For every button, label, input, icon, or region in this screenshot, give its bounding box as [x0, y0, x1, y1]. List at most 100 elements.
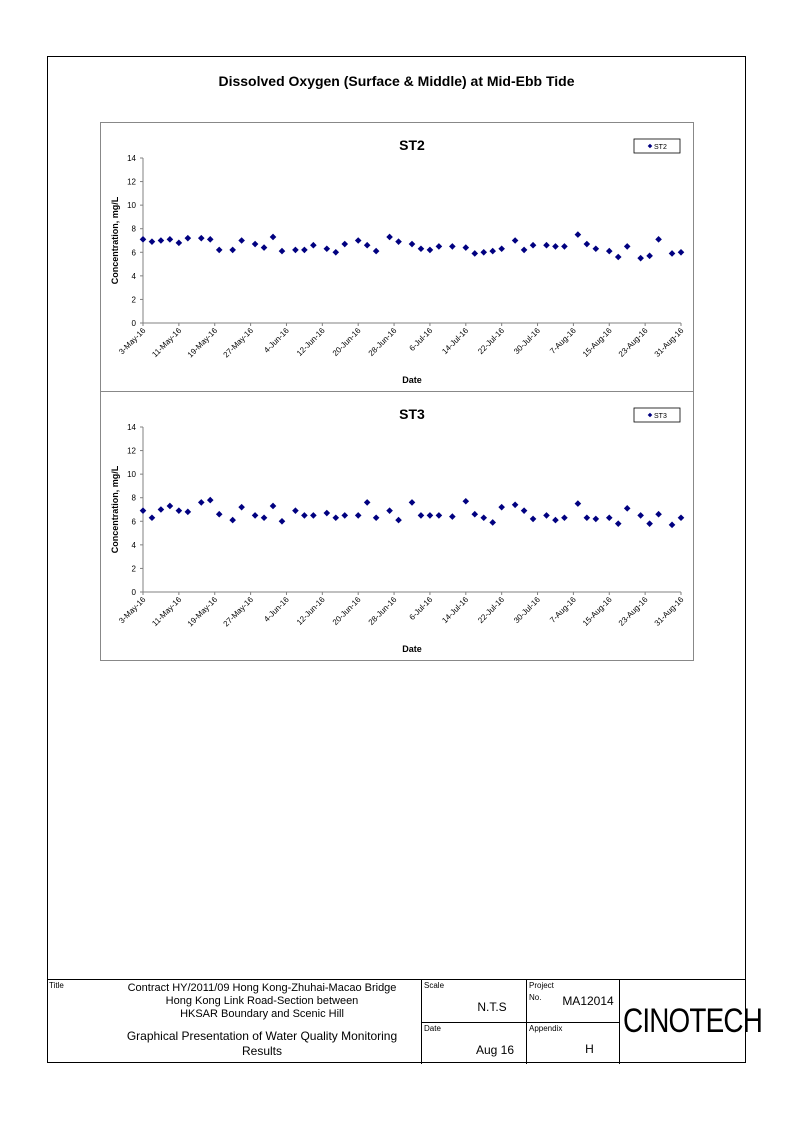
title-block: Title Contract HY/2011/09 Hong Kong-Zhuh…	[47, 979, 763, 1064]
page-frame	[47, 56, 746, 1063]
x-tick-label: 27-May-16	[222, 326, 256, 360]
x-axis-label: Date	[402, 375, 422, 385]
x-tick-label: 31-Aug-16	[653, 326, 686, 359]
divider	[421, 1022, 619, 1023]
data-point	[623, 505, 631, 512]
chart-title: ST3	[399, 406, 425, 422]
data-point	[341, 240, 349, 248]
drawing-subtitle: Graphical Presentation of Water Quality …	[107, 1029, 417, 1059]
data-point	[278, 517, 286, 525]
data-point	[197, 499, 205, 506]
x-tick-label: 3-May-16	[117, 595, 148, 626]
data-point	[139, 507, 147, 514]
data-point	[323, 245, 331, 253]
data-point	[229, 516, 236, 524]
scale-label: Scale	[424, 981, 445, 990]
x-tick-label: 19-May-16	[186, 326, 220, 360]
data-point	[489, 519, 496, 526]
data-point	[332, 248, 340, 256]
y-axis-label: Concentration, mg/L	[110, 465, 120, 553]
data-point	[462, 497, 470, 505]
data-point	[677, 514, 685, 522]
data-point	[408, 499, 416, 506]
x-axis-label: Date	[402, 644, 422, 654]
data-point	[157, 237, 165, 244]
data-point	[332, 514, 340, 522]
date-value: Aug 16	[475, 1043, 515, 1057]
data-point	[520, 246, 528, 254]
data-point	[668, 521, 676, 529]
data-point	[269, 502, 277, 510]
x-tick-label: 30-Jul-16	[512, 326, 542, 356]
data-point	[197, 234, 205, 242]
x-tick-label: 31-Aug-16	[653, 595, 686, 628]
data-point	[592, 245, 600, 253]
y-tick-label: 2	[132, 564, 137, 573]
contract-title-line3: HKSAR Boundary and Scenic Hill	[180, 1008, 344, 1020]
data-point	[520, 507, 528, 514]
data-point	[614, 253, 622, 261]
data-point	[363, 241, 371, 249]
data-point	[292, 507, 299, 514]
data-point	[605, 514, 613, 522]
data-point	[166, 236, 174, 243]
data-point	[395, 516, 402, 524]
y-tick-label: 10	[127, 201, 136, 210]
x-tick-label: 23-Aug-16	[617, 595, 650, 628]
data-point	[260, 244, 268, 251]
data-point	[498, 245, 505, 253]
chart-st3: ST3 0 2 4 6 8 10 12 14 3-May-16 11-May-16 19-May-16…	[110, 406, 686, 654]
data-point	[449, 243, 456, 250]
data-point	[583, 240, 591, 248]
data-point	[354, 512, 362, 519]
data-point	[511, 501, 519, 509]
date-label: Date	[424, 1024, 441, 1033]
cinotech-logo: CINOTECH	[623, 1002, 763, 1040]
data-point	[561, 514, 568, 522]
data-point	[646, 252, 653, 260]
divider	[619, 980, 620, 1064]
data-point	[552, 243, 559, 250]
x-tick-label: 6-Jul-16	[408, 326, 435, 353]
contract-title-line1: Contract HY/2011/09 Hong Kong-Zhuhai-Mac…	[127, 982, 397, 994]
data-point	[323, 509, 331, 517]
data-point	[386, 507, 393, 514]
x-tick-label: 22-Jul-16	[476, 595, 506, 625]
x-tick-label: 15-Aug-16	[581, 595, 614, 628]
y-tick-label: 2	[132, 295, 137, 304]
x-tick-label: 4-Jun-16	[262, 326, 291, 355]
contract-title: Contract HY/2011/09 Hong Kong-Zhuhai-Mac…	[107, 982, 417, 1021]
data-point	[251, 512, 259, 519]
y-axis-label: Concentration, mg/L	[110, 196, 120, 284]
data-point	[574, 500, 582, 507]
x-tick-label: 15-Aug-16	[581, 326, 614, 359]
no-label: No.	[529, 993, 542, 1002]
data-point	[395, 238, 402, 245]
data-point	[449, 513, 456, 520]
data-point	[543, 241, 550, 249]
x-tick-label: 7-Aug-16	[548, 326, 578, 356]
x-tick-label: 30-Jul-16	[512, 595, 542, 625]
project-label: Project	[529, 981, 554, 990]
x-tick-label: 27-May-16	[222, 595, 256, 629]
data-point	[260, 514, 268, 522]
x-tick-label: 12-Jun-16	[295, 326, 327, 358]
scale-value: N.T.S	[477, 1000, 507, 1014]
data-point	[238, 237, 245, 244]
data-point	[301, 512, 308, 519]
data-point	[471, 510, 479, 518]
x-tick-label: 7-Aug-16	[548, 595, 578, 625]
data-point	[184, 508, 192, 516]
x-tick-label: 4-Jun-16	[262, 595, 291, 624]
x-tick-label: 20-Jun-16	[331, 595, 363, 627]
legend-label: ST2	[654, 144, 667, 151]
legend-marker	[647, 143, 653, 149]
data-point	[655, 236, 662, 243]
data-point	[480, 248, 488, 256]
data-point	[498, 503, 505, 511]
data-point	[206, 496, 214, 504]
y-tick-label: 12	[127, 447, 136, 456]
x-tick-label: 3-May-16	[117, 326, 148, 357]
x-tick-label: 23-Aug-16	[617, 326, 650, 359]
data-point	[574, 231, 582, 238]
